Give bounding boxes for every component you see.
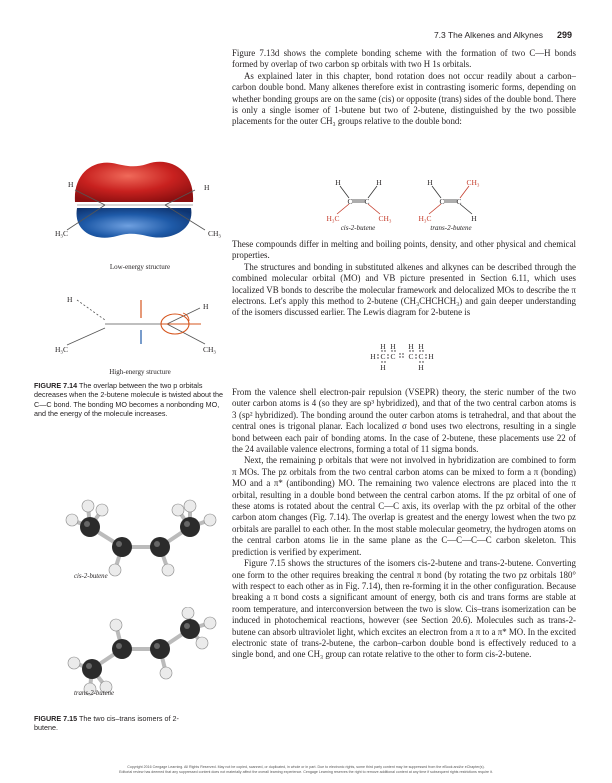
- pi-orbital-top-lobe: [74, 161, 194, 202]
- page-number: 299: [556, 30, 572, 40]
- lewis-h-top-4: H: [418, 342, 424, 351]
- fig714-high-ch3-left: H₃C: [55, 345, 68, 354]
- figure-7-15-trans-model: [67, 607, 217, 696]
- figure-7-14-high-energy: H H H₃C CH₃ High-energy structure: [55, 295, 216, 376]
- trans-h-left: H: [427, 178, 433, 187]
- lewis-c-2: C: [390, 352, 395, 361]
- trans-c-left: C: [439, 197, 444, 206]
- fig714-high-h-right: H: [203, 302, 209, 311]
- section-title: 7.3 The Alkenes and Alkynes: [433, 30, 543, 40]
- fig714-low-h-left: H: [68, 180, 74, 189]
- high-energy-label: High-energy structure: [109, 368, 171, 376]
- copyright-footer: Copyright 2016 Cengage Learning. All Rig…: [30, 765, 582, 775]
- main-text-middle: These compounds differ in melting and bo…: [232, 239, 576, 319]
- figure-7-15-cis-model: [65, 499, 217, 577]
- figure-7-15-text: The two cis–trans isomers of 2-butene.: [34, 714, 179, 733]
- fig714-high-h-left: H: [67, 295, 73, 304]
- trans-model-label: trans-2-butene: [74, 690, 115, 697]
- trans-c-right: C: [456, 197, 461, 206]
- lewis-h-top-3: H: [408, 342, 414, 351]
- cis-h-right: H: [376, 178, 382, 187]
- paragraph-7: Figure 7.15 shows the structures of the …: [232, 558, 576, 660]
- fig714-low-ch3-left: H₃C: [55, 229, 68, 238]
- fig714-low-h-right: H: [204, 183, 210, 192]
- main-text-top: Figure 7.13d shows the complete bonding …: [232, 48, 576, 128]
- trans-ch3-right: CH₃: [466, 178, 479, 187]
- lewis-h-right: H: [428, 352, 434, 361]
- lewis-diagram-2-butene: H H H H H C C C C H H H: [370, 342, 434, 372]
- figure-7-15-number: FIGURE 7.15: [34, 714, 78, 723]
- cis-ch3-right: CH₃: [378, 214, 391, 223]
- trans-structure: H CH₃ C C H₃C H trans-2-butene: [418, 178, 479, 232]
- butene-isomer-structures: H H C C H₃C CH₃ cis-2-butene H CH₃ C C H…: [326, 178, 479, 232]
- paragraph-6: Next, the remaining p orbitals that were…: [232, 455, 576, 557]
- main-text-bottom: From the valence shell electron-pair rep…: [232, 387, 576, 661]
- paragraph-1: Figure 7.13d shows the complete bonding …: [232, 48, 576, 70]
- fig714-low-ch3-right: CH₃: [208, 229, 221, 238]
- cis-c-right: C: [364, 197, 369, 206]
- cis-c-left: C: [347, 197, 352, 206]
- figure-7-14-low-energy: H H H₃C CH₃ Low-energy structure: [55, 161, 221, 271]
- lewis-h-bottom-2: H: [418, 363, 424, 372]
- figure-7-15-caption: FIGURE 7.15 The two cis–trans isomers of…: [34, 714, 184, 733]
- running-header: 7.3 The Alkenes and Alkynes 299: [434, 30, 572, 40]
- cis-h-left: H: [335, 178, 341, 187]
- footer-line-1: Copyright 2016 Cengage Learning. All Rig…: [127, 765, 485, 769]
- cis-model-label: cis-2-butene: [74, 573, 108, 580]
- lewis-c-3: C: [408, 352, 413, 361]
- paragraph-4: The structures and bonding in substitute…: [232, 261, 576, 318]
- trans-ch3-left: H₃C: [418, 214, 431, 223]
- fig714-high-ch3-right: CH₃: [203, 345, 216, 354]
- low-energy-label: Low-energy structure: [110, 263, 170, 271]
- footer-line-2: Editorial review has deemed that any sup…: [119, 770, 493, 774]
- lewis-h-bottom-1: H: [380, 363, 386, 372]
- paragraph-5: From the valence shell electron-pair rep…: [232, 387, 576, 455]
- figure-7-14-text: The overlap between the two p orbitals d…: [34, 381, 223, 419]
- trans-2-butene-label: trans-2-butene: [430, 224, 471, 232]
- pi-orbital-bottom-lobe: [76, 208, 192, 238]
- figure-7-14-caption: FIGURE 7.14 The overlap between the two …: [34, 381, 224, 419]
- paragraph-2: As explained later in this chapter, bond…: [232, 70, 576, 127]
- trans-h-right: H: [471, 214, 477, 223]
- lewis-c-1: C: [380, 352, 385, 361]
- lewis-h-top-1: H: [380, 342, 386, 351]
- paragraph-3: These compounds differ in melting and bo…: [232, 239, 576, 261]
- lewis-h-left: H: [370, 352, 376, 361]
- cis-2-butene-label: cis-2-butene: [341, 224, 376, 232]
- cis-structure: H H C C H₃C CH₃ cis-2-butene: [326, 178, 391, 232]
- lewis-h-top-2: H: [390, 342, 396, 351]
- lewis-c-4: C: [418, 352, 423, 361]
- figure-7-14-number: FIGURE 7.14: [34, 381, 78, 390]
- cis-ch3-left: H₃C: [326, 214, 339, 223]
